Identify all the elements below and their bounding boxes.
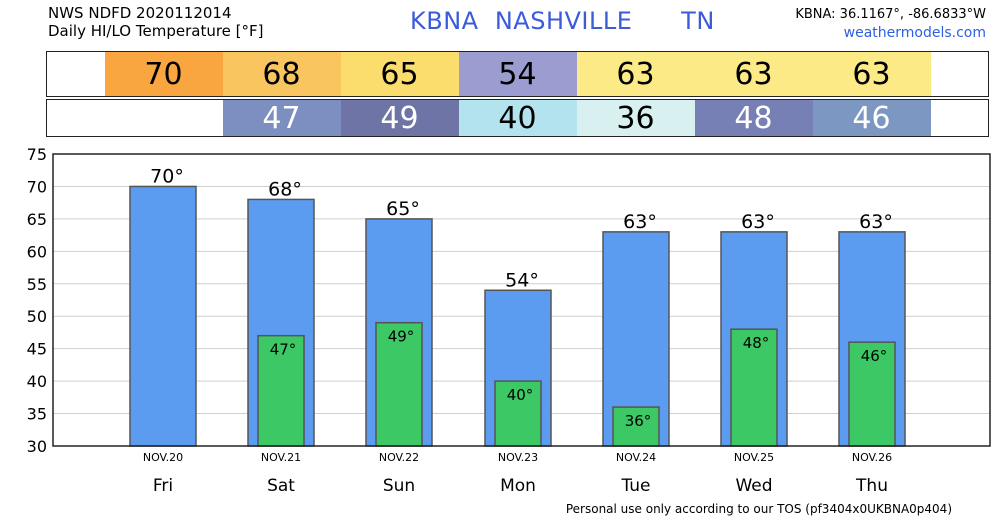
day-label: Thu bbox=[855, 476, 888, 496]
footer-note: Personal use only according to our TOS (… bbox=[565, 502, 952, 516]
high-temp-label: 54° bbox=[505, 269, 539, 291]
model-run-label: NWS NDFD 2020112014 bbox=[48, 4, 232, 22]
date-label: NOV.26 bbox=[852, 451, 892, 464]
high-temp-cell-wed: 63 bbox=[694, 52, 813, 96]
y-tick-label: 30 bbox=[27, 437, 47, 456]
day-label: Sat bbox=[267, 476, 295, 496]
low-temp-label: 46° bbox=[861, 347, 888, 365]
high-temp-cell-mon: 54 bbox=[458, 52, 577, 96]
high-temp-cell-sun: 65 bbox=[340, 52, 459, 96]
date-label: NOV.23 bbox=[498, 451, 538, 464]
y-tick-label: 70 bbox=[27, 177, 47, 196]
y-tick-label: 40 bbox=[27, 372, 47, 391]
high-temp-label: 63° bbox=[741, 211, 775, 233]
low-temp-bar bbox=[848, 341, 896, 447]
y-tick-label: 55 bbox=[27, 275, 47, 294]
station-coordinates: KBNA: 36.1167°, -86.6833°W bbox=[795, 7, 986, 22]
low-temp-cell-thu: 46 bbox=[812, 100, 931, 136]
date-label: NOV.20 bbox=[143, 451, 183, 464]
y-tick-label: 75 bbox=[27, 145, 47, 164]
low-temp-bar bbox=[257, 334, 305, 447]
y-tick-label: 60 bbox=[27, 242, 47, 261]
low-temp-label: 49° bbox=[388, 328, 415, 346]
low-temp-bar bbox=[730, 328, 778, 447]
high-temp-label: 68° bbox=[268, 178, 302, 200]
low-temp-label: 48° bbox=[743, 334, 770, 352]
header-info: NWS NDFD 2020112014 Daily HI/LO Temperat… bbox=[48, 4, 264, 40]
day-label: Wed bbox=[735, 476, 772, 496]
low-temp-cell-mon: 40 bbox=[458, 100, 577, 136]
y-tick-label: 45 bbox=[27, 340, 47, 359]
high-temp-label: 63° bbox=[859, 211, 893, 233]
low-temp-cell-tue: 36 bbox=[576, 100, 695, 136]
high-temp-cell-sat: 68 bbox=[222, 52, 341, 96]
low-temp-label: 40° bbox=[507, 386, 534, 404]
y-tick-label: 35 bbox=[27, 405, 47, 424]
high-temp-label: 63° bbox=[623, 211, 657, 233]
station-title: KBNA NASHVILLE TN bbox=[410, 7, 715, 35]
low-temperature-row: 47 49 40 36 48 46 bbox=[46, 99, 989, 137]
y-tick-label: 50 bbox=[27, 307, 47, 326]
plot-frame bbox=[52, 153, 991, 447]
high-temp-cell-tue: 63 bbox=[576, 52, 695, 96]
date-label: NOV.25 bbox=[734, 451, 774, 464]
low-temp-label: 47° bbox=[270, 341, 297, 359]
date-label: NOV.24 bbox=[616, 451, 656, 464]
high-temp-cell-thu: 63 bbox=[812, 52, 931, 96]
low-temp-bar bbox=[494, 380, 542, 447]
high-temp-bar bbox=[129, 185, 197, 447]
day-label: Mon bbox=[500, 476, 536, 496]
low-temp-cell-sat: 47 bbox=[222, 100, 341, 136]
high-temp-cell-fri: 70 bbox=[104, 52, 223, 96]
low-temp-bar bbox=[612, 406, 660, 447]
day-label: Sun bbox=[383, 476, 415, 496]
low-temp-label: 36° bbox=[625, 412, 652, 430]
low-temp-cell-fri bbox=[104, 100, 223, 136]
low-temp-cell-sun: 49 bbox=[340, 100, 459, 136]
high-temp-label: 65° bbox=[386, 198, 420, 220]
y-tick-label: 65 bbox=[27, 210, 47, 229]
header-right: KBNA: 36.1167°, -86.6833°W weathermodels… bbox=[795, 5, 986, 43]
low-temp-cell-wed: 48 bbox=[694, 100, 813, 136]
date-label: NOV.21 bbox=[261, 451, 301, 464]
site-link[interactable]: weathermodels.com bbox=[843, 25, 986, 41]
high-temp-label: 70° bbox=[150, 165, 184, 187]
day-label: Fri bbox=[153, 476, 173, 496]
day-label: Tue bbox=[620, 476, 650, 496]
parameter-label: Daily HI/LO Temperature [°F] bbox=[48, 22, 264, 40]
high-temperature-row: 70 68 65 54 63 63 63 bbox=[46, 51, 989, 97]
date-label: NOV.22 bbox=[379, 451, 419, 464]
